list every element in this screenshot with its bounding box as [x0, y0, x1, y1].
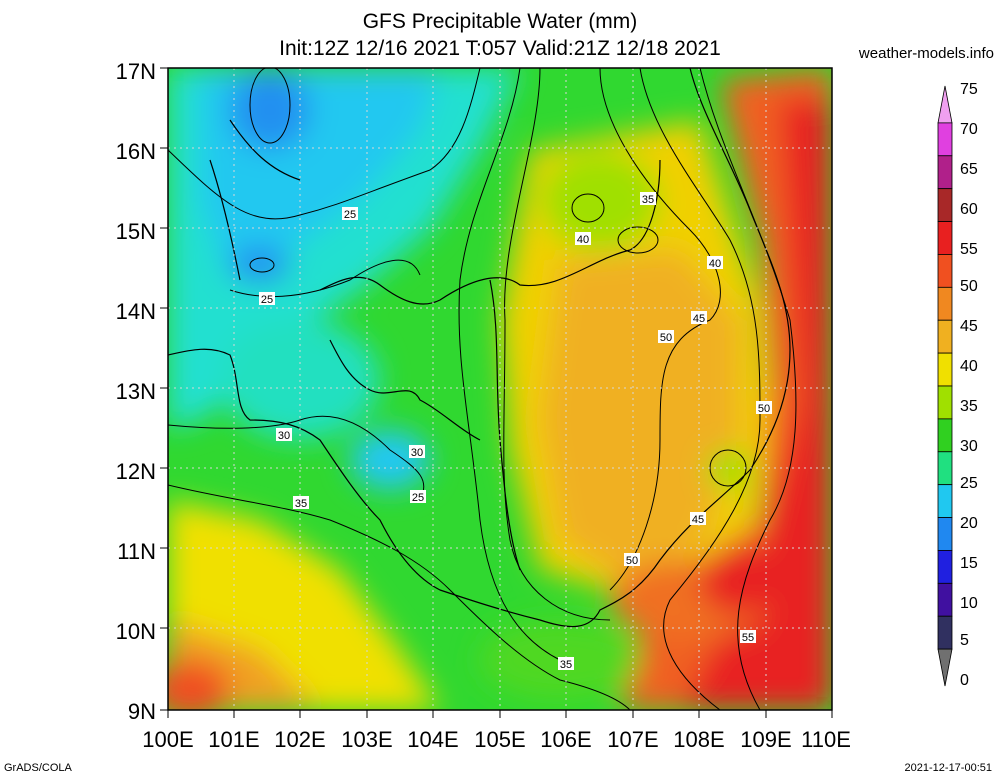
lon-label-104e: 104E	[407, 727, 459, 752]
colorbar-swatch	[937, 648, 953, 687]
lon-label-100e: 100E	[142, 727, 194, 752]
colorbar-label: 65	[960, 161, 978, 178]
contour-label: 45	[690, 512, 706, 526]
colorbar-swatch	[937, 550, 953, 584]
colorbar-label: 25	[960, 475, 978, 492]
axis-ticks	[160, 67, 833, 718]
map-title: GFS Precipitable Water (mm)	[362, 10, 638, 33]
svg-text:35: 35	[295, 498, 307, 510]
colorbar-swatch	[937, 451, 953, 486]
colorbar-swatch	[937, 484, 953, 518]
contour-label: 45	[691, 311, 707, 325]
colorbar-swatch	[937, 85, 953, 124]
lat-label-14n: 14N	[115, 299, 156, 324]
svg-text:25: 25	[412, 492, 424, 504]
colorbar-swatch	[937, 352, 953, 387]
colorbar-label: 60	[960, 201, 978, 218]
lat-label-17n: 17N	[115, 59, 156, 84]
contour-label: 30	[409, 445, 425, 459]
contour-label: 25	[342, 207, 358, 221]
lon-label-101e: 101E	[208, 727, 260, 752]
colorbar-label: 55	[960, 241, 978, 258]
lat-label-10n: 10N	[115, 619, 156, 644]
colorbar-swatch	[937, 385, 953, 420]
svg-text:50: 50	[758, 403, 770, 415]
colorbar-label: 5	[960, 632, 969, 649]
lon-label-103e: 103E	[341, 727, 393, 752]
footer-credit: GrADS/COLA	[4, 762, 72, 774]
colorbar-label: 0	[960, 672, 969, 689]
svg-text:45: 45	[692, 514, 704, 526]
lat-label-15n: 15N	[115, 219, 156, 244]
lat-label-9n: 9N	[127, 699, 156, 724]
colorbar-label: 15	[960, 555, 978, 572]
colorbar-label: 30	[960, 438, 978, 455]
colorbar-label: 10	[960, 595, 978, 612]
svg-text:40: 40	[577, 234, 589, 246]
colorbar-label: 50	[960, 278, 978, 295]
colorbar-swatch	[937, 582, 953, 617]
lon-label-107e: 107E	[607, 727, 659, 752]
field-fill	[168, 68, 832, 710]
colorbar-swatch	[937, 254, 953, 288]
colorbar-swatch	[937, 122, 953, 157]
lat-label-12n: 12N	[115, 459, 156, 484]
colorbar-swatch	[937, 221, 953, 255]
colorbar-swatch	[937, 188, 953, 222]
contour-label: 40	[707, 256, 723, 270]
site-credit[interactable]: weather-models.info	[858, 45, 994, 62]
svg-text:40: 40	[709, 258, 721, 270]
svg-text:30: 30	[411, 447, 423, 459]
contour-label: 30	[276, 428, 292, 442]
colorbar-label: 40	[960, 358, 978, 375]
colorbar-label: 45	[960, 318, 978, 335]
contour-label: 50	[624, 553, 640, 567]
svg-text:45: 45	[693, 313, 705, 325]
footer-timestamp: 2021-12-17-00:51	[904, 762, 992, 774]
colorbar-label: 35	[960, 398, 978, 415]
colorbar-swatch	[937, 418, 953, 453]
lon-label-109e: 109E	[740, 727, 792, 752]
colorbar-label: 70	[960, 121, 978, 138]
contour-label: 25	[410, 490, 426, 504]
colorbar-swatch	[937, 319, 953, 354]
contour-label: 35	[293, 496, 309, 510]
colorbar-swatch	[937, 517, 953, 551]
lon-label-102e: 102E	[274, 727, 326, 752]
contour-label: 40	[575, 232, 591, 246]
svg-text:35: 35	[560, 659, 572, 671]
lon-label-110e: 110E	[801, 727, 851, 752]
contour-label: 35	[558, 657, 574, 671]
contour-label: 50	[756, 401, 772, 415]
lon-label-106e: 106E	[540, 727, 592, 752]
colorbar-swatch	[937, 286, 953, 321]
lat-label-13n: 13N	[115, 379, 156, 404]
colorbar-label: 20	[960, 515, 978, 532]
svg-text:30: 30	[278, 430, 290, 442]
colorbar-swatch	[937, 155, 953, 190]
lon-label-105e: 105E	[474, 727, 526, 752]
colorbar-label: 75	[960, 81, 978, 98]
contour-labels: 25 25 30 30 25 35 35 40 40 45 50 50 45 50 35 55	[259, 192, 772, 671]
svg-text:25: 25	[261, 294, 273, 306]
svg-text:55: 55	[742, 632, 754, 644]
lat-label-16n: 16N	[115, 139, 156, 164]
contour-label: 50	[658, 330, 674, 344]
contour-label: 35	[640, 192, 656, 206]
contour-label: 55	[740, 630, 756, 644]
svg-text:50: 50	[660, 332, 672, 344]
svg-text:50: 50	[626, 555, 638, 567]
lat-label-11n: 11N	[117, 539, 156, 564]
svg-text:25: 25	[344, 209, 356, 221]
colorbar-swatch	[937, 615, 953, 650]
contour-label: 25	[259, 292, 275, 306]
lon-label-108e: 108E	[673, 727, 725, 752]
map-subtitle: Init:12Z 12/16 2021 T:057 Valid:21Z 12/1…	[279, 37, 721, 60]
svg-text:35: 35	[642, 194, 654, 206]
